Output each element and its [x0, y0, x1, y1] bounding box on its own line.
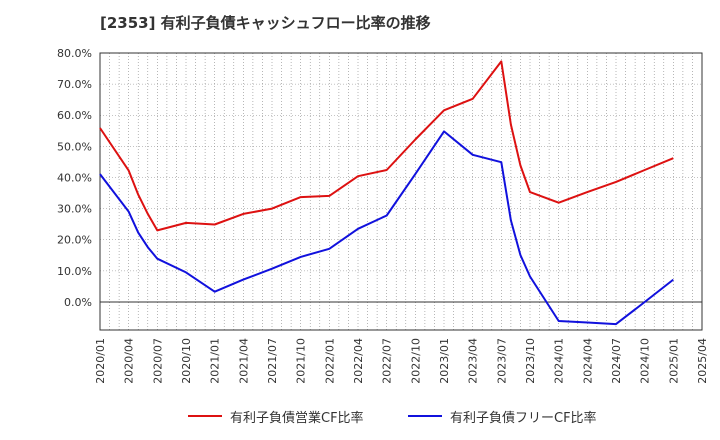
- x-tick-label: 2021/01: [209, 338, 222, 384]
- x-tick-label: 2023/10: [524, 338, 537, 384]
- series-line-operating-cf: [99, 60, 674, 232]
- horizontal-gridlines: [100, 52, 702, 303]
- y-tick-label: 60.0%: [57, 109, 92, 122]
- legend-label-free-cf: 有利子負債フリーCF比率: [450, 410, 597, 426]
- x-tick-label: 2022/10: [409, 338, 422, 384]
- x-tick-label: 2023/07: [495, 338, 508, 384]
- series-layer: [99, 60, 674, 326]
- plot-frame: [99, 52, 703, 331]
- x-tick-label: 2021/07: [266, 338, 279, 384]
- legend-swatch-operating-cf: [188, 415, 222, 417]
- x-tick-label: 2021/04: [237, 338, 250, 384]
- y-axis-tick-labels: 80.0% 70.0% 60.0% 50.0% 40.0% 30.0% 20.0% 10.0%…: [57, 47, 92, 309]
- y-tick-label: 40.0%: [57, 171, 92, 184]
- series-line-free-cf: [99, 130, 674, 326]
- line-chart: 80.0% 70.0% 60.0% 50.0% 40.0% 30.0% 20.0% 10.0%…: [57, 47, 709, 384]
- x-tick-label: 2023/04: [467, 338, 480, 384]
- x-tick-label: 2020/07: [151, 338, 164, 384]
- x-axis-tick-labels: 2020/01 2020/04 2020/07 2020/10 2021/01 2021/…: [94, 338, 709, 384]
- y-tick-label: 50.0%: [57, 140, 92, 153]
- x-tick-label: 2023/01: [438, 338, 451, 384]
- y-tick-label: 0.0%: [64, 296, 92, 309]
- x-tick-label: 2020/01: [94, 338, 107, 384]
- legend: 有利子負債営業CF比率 有利子負債フリーCF比率: [0, 404, 720, 428]
- y-tick-label: 10.0%: [57, 265, 92, 278]
- x-tick-label: 2024/10: [639, 338, 652, 384]
- x-tick-label: 2022/04: [352, 338, 365, 384]
- vertical-gridlines: [99, 53, 703, 330]
- x-tick-label: 2025/04: [696, 338, 709, 384]
- x-tick-label: 2021/10: [295, 338, 308, 384]
- legend-item-free-cf: 有利子負債フリーCF比率: [408, 404, 597, 428]
- legend-swatch-free-cf: [408, 415, 442, 417]
- x-tick-label: 2022/01: [323, 338, 336, 384]
- x-tick-label: 2020/10: [180, 338, 193, 384]
- chart-title: [2353] 有利子負債キャッシュフロー比率の推移: [100, 14, 431, 32]
- legend-label-operating-cf: 有利子負債営業CF比率: [230, 410, 364, 426]
- y-tick-label: 70.0%: [57, 78, 92, 91]
- x-tick-label: 2022/07: [381, 338, 394, 384]
- legend-item-operating-cf: 有利子負債営業CF比率: [188, 404, 364, 428]
- y-tick-label: 30.0%: [57, 203, 92, 216]
- y-tick-label: 20.0%: [57, 234, 92, 247]
- x-tick-label: 2024/04: [581, 338, 594, 384]
- y-tick-label: 80.0%: [57, 47, 92, 60]
- x-tick-label: 2024/01: [553, 338, 566, 384]
- x-tick-label: 2024/07: [610, 338, 623, 384]
- x-tick-label: 2020/04: [123, 338, 136, 384]
- x-tick-label: 2025/01: [667, 338, 680, 384]
